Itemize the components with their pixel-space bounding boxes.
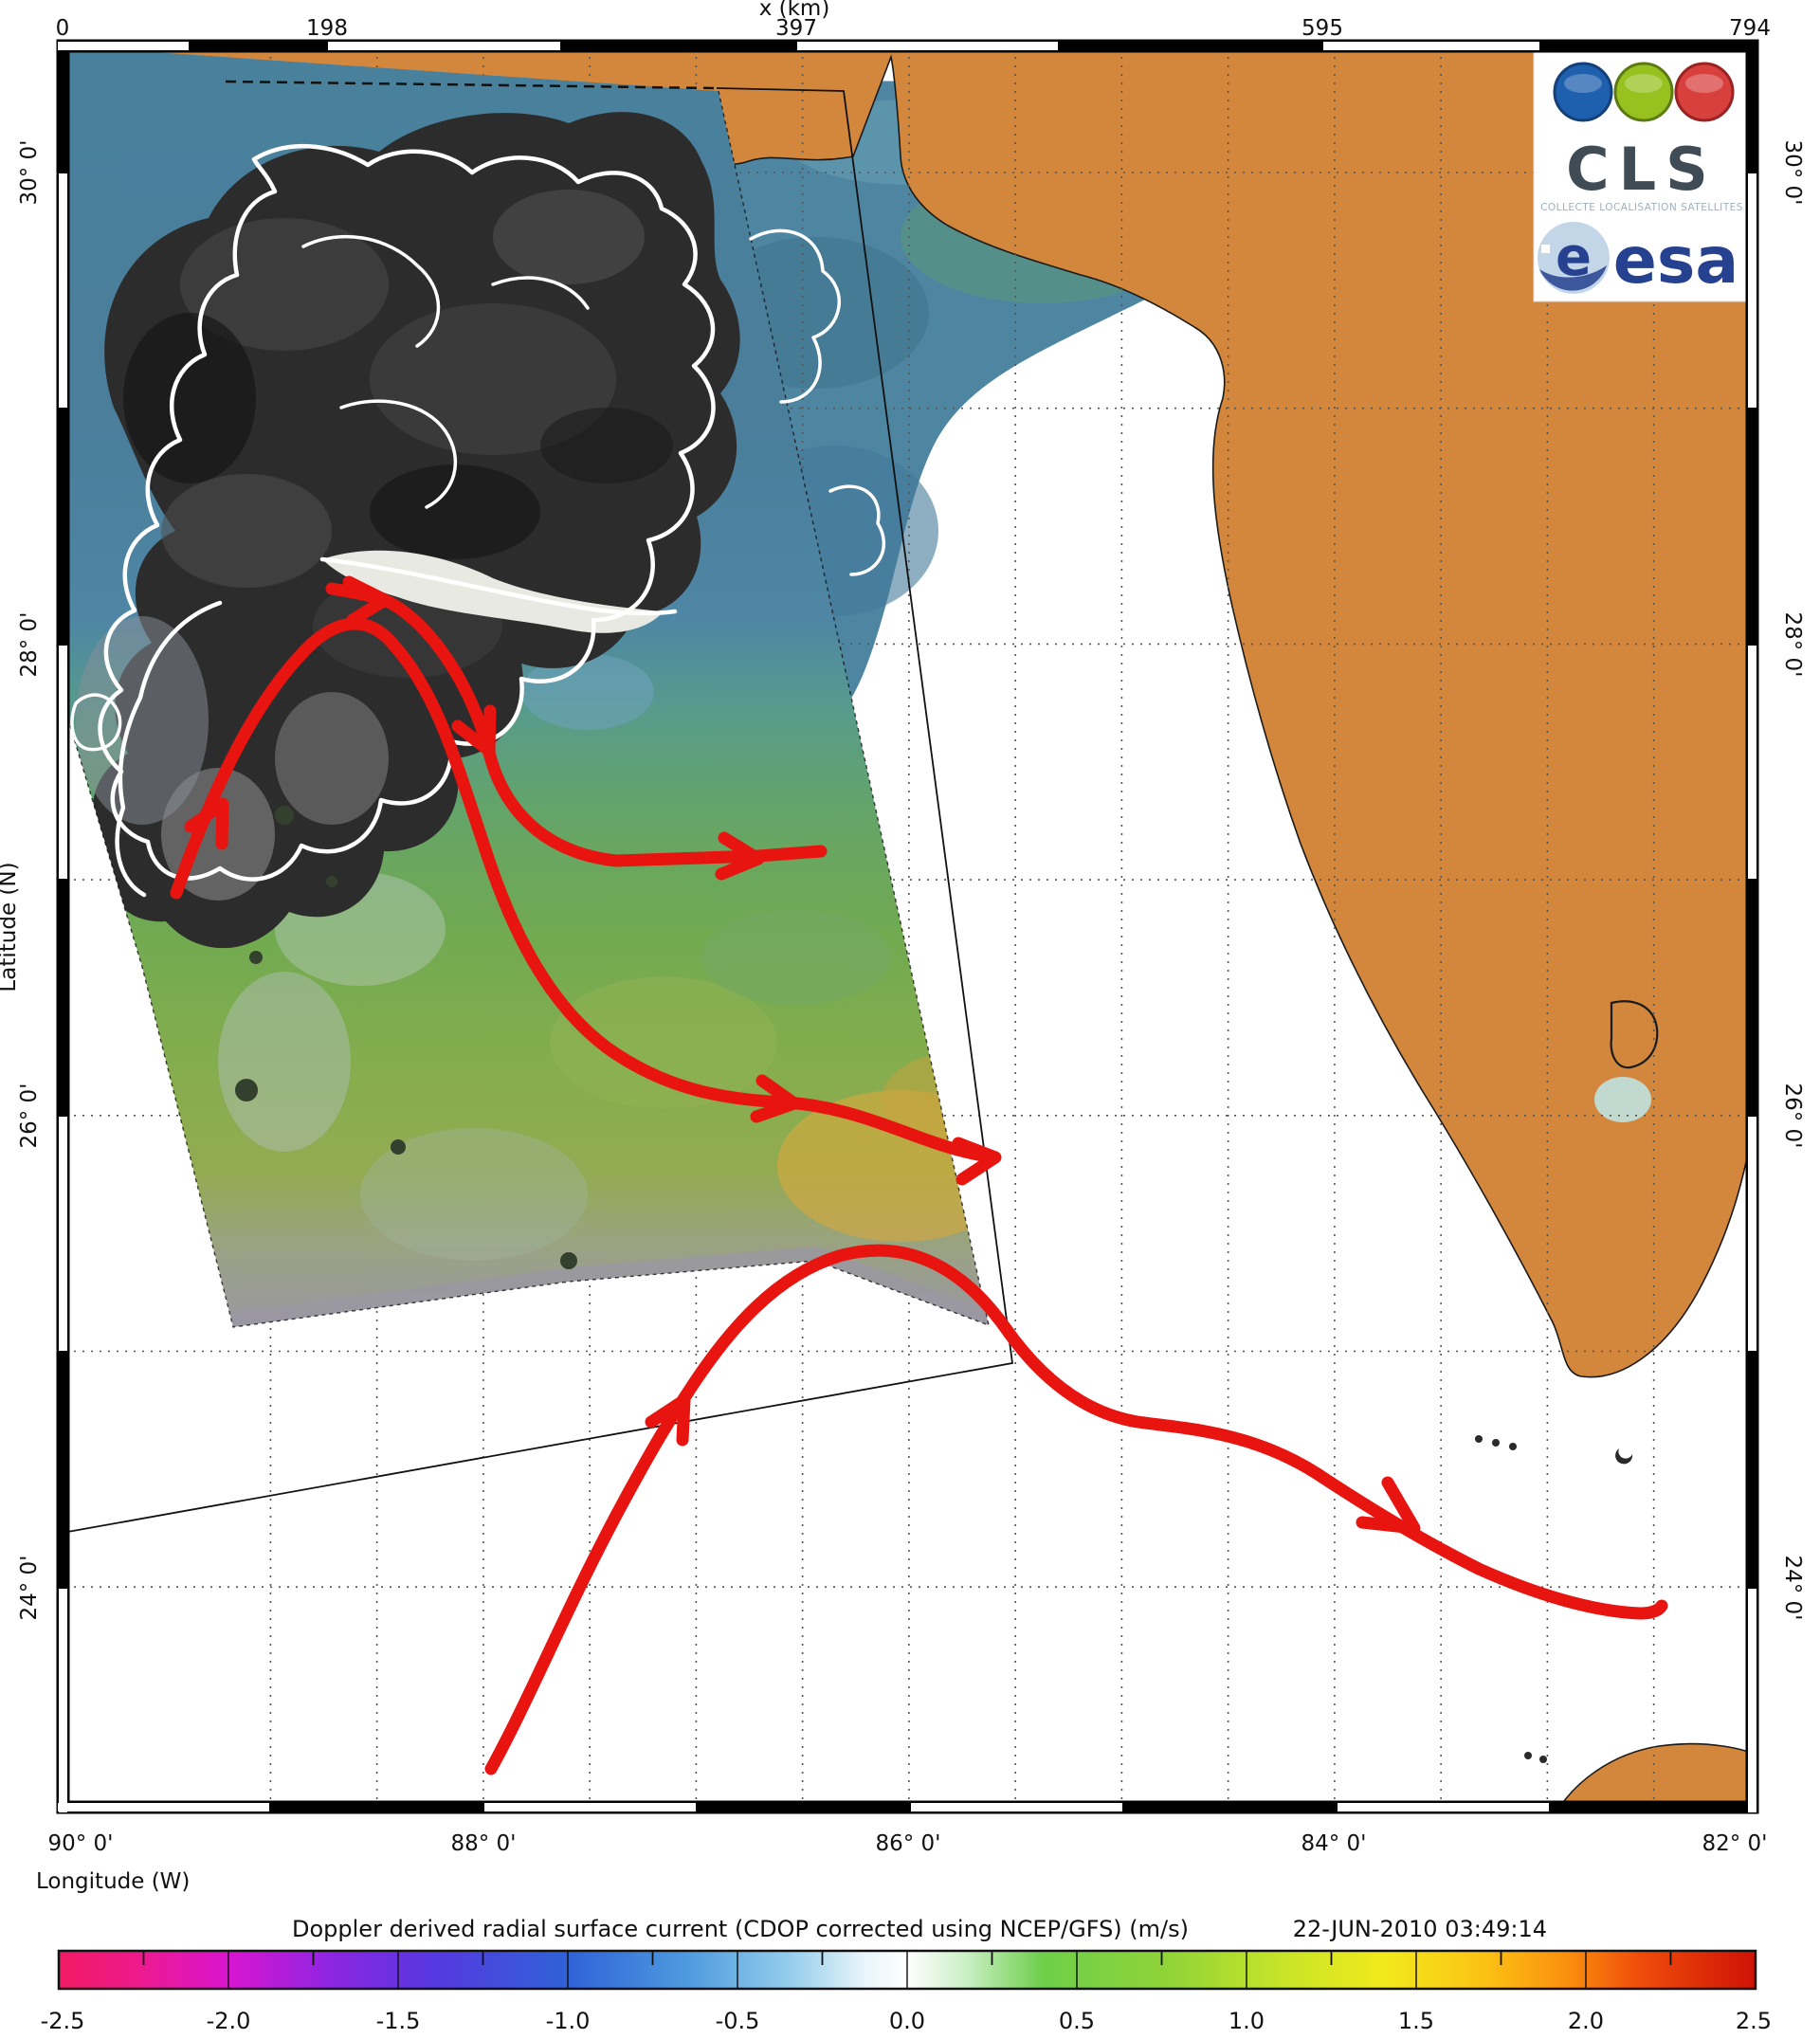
frame-tick-segment bbox=[1748, 646, 1756, 879]
eddy-current-arrow bbox=[170, 617, 1000, 1164]
lat-26-left: 26° 0' bbox=[17, 1083, 42, 1148]
cls-green-dot bbox=[1613, 62, 1674, 122]
bahama-bank-water bbox=[1594, 1077, 1651, 1122]
cls-blue-dot bbox=[1553, 62, 1613, 122]
plot-frame bbox=[56, 39, 1759, 1814]
cb-label: -2.5 bbox=[41, 2008, 85, 2034]
frame-tick-segment bbox=[484, 1803, 696, 1811]
lat-30-right: 30° 0' bbox=[1780, 139, 1805, 205]
cb-label: -1.5 bbox=[376, 2008, 421, 2034]
x-tick-595: 595 bbox=[1301, 16, 1343, 41]
frame-bar bbox=[1745, 39, 1759, 1814]
x-tick-198: 198 bbox=[306, 16, 348, 41]
bahamas-land bbox=[1610, 1000, 1659, 1069]
frame-tick-segment bbox=[58, 42, 189, 50]
esa-crescent-icon bbox=[1539, 265, 1607, 291]
lat-30-left: 30° 0' bbox=[17, 139, 42, 205]
cls-red-dot bbox=[1674, 62, 1735, 122]
colorbar: -2.5 -2.0 -1.5 -1.0 -0.5 0.0 0.5 1.0 1.5… bbox=[41, 1949, 1773, 2034]
frame-tick-segment bbox=[59, 173, 67, 408]
frame-tick-segment bbox=[1748, 173, 1756, 408]
lat-28-right: 28° 0' bbox=[1780, 611, 1805, 677]
frame-bar bbox=[56, 39, 70, 1814]
frame-tick-segment bbox=[1748, 1589, 1756, 1812]
axis-labels: x (km) 0 198 397 595 794 Latitude (N) 30… bbox=[0, 0, 1805, 1894]
esa-e-glyph: e bbox=[1556, 227, 1592, 288]
cls-tagline: COLLECTE LOCALISATION SATELLITES bbox=[1540, 202, 1743, 213]
cb-label: -1.0 bbox=[546, 2008, 591, 2034]
graticule-gridlines bbox=[57, 40, 1758, 1813]
x-tick-794: 794 bbox=[1729, 16, 1771, 41]
loop-current-arrow bbox=[484, 1244, 1668, 1775]
cls-wordmark: CLS bbox=[1566, 135, 1718, 204]
frame-tick-segment bbox=[59, 1589, 67, 1812]
caption: Doppler derived radial surface current (… bbox=[292, 1916, 1547, 1942]
lon-82: 82° 0' bbox=[1702, 1831, 1767, 1856]
florida-keys-islets bbox=[1475, 1435, 1633, 1763]
lat-26-right: 26° 0' bbox=[1780, 1083, 1805, 1148]
figure-title: Doppler derived radial surface current (… bbox=[292, 1916, 1189, 1942]
cb-label: 1.5 bbox=[1398, 2008, 1434, 2034]
frame-tick-segment bbox=[1338, 1803, 1549, 1811]
cb-label: 1.0 bbox=[1228, 2008, 1265, 2034]
lon-90: 90° 0' bbox=[47, 1831, 113, 1856]
cb-label: 2.5 bbox=[1736, 2008, 1772, 2034]
cb-label: -2.0 bbox=[207, 2008, 251, 2034]
lon-86: 86° 0' bbox=[875, 1831, 940, 1856]
x-axis-title: x (km) bbox=[759, 0, 830, 21]
figure-timestamp: 22-JUN-2010 03:49:14 bbox=[1293, 1916, 1547, 1942]
logo-box: CLS COLLECTE LOCALISATION SATELLITES e e… bbox=[1533, 41, 1749, 302]
lat-24-left: 24° 0' bbox=[17, 1555, 42, 1620]
cb-label: 0.0 bbox=[889, 2008, 925, 2034]
esa-logo: e esa bbox=[1538, 222, 1738, 299]
lat-24-right: 24° 0' bbox=[1780, 1555, 1805, 1620]
frame-tick-segment bbox=[797, 42, 1058, 50]
lat-28-left: 28° 0' bbox=[17, 611, 42, 677]
cb-label: 0.5 bbox=[1059, 2008, 1095, 2034]
esa-wordmark: esa bbox=[1613, 224, 1738, 299]
frame-tick-segment bbox=[328, 42, 560, 50]
cb-label: -0.5 bbox=[716, 2008, 760, 2034]
current-arrows bbox=[170, 575, 1668, 1775]
lon-axis-title: Longitude (W) bbox=[36, 1869, 190, 1894]
y-axis-title: Latitude (N) bbox=[0, 862, 21, 992]
frame-tick-segment bbox=[58, 1803, 269, 1811]
x-tick-0: 0 bbox=[56, 16, 70, 41]
frame-tick-segment bbox=[1323, 42, 1539, 50]
frame-tick-segment bbox=[59, 1117, 67, 1351]
x-tick-397: 397 bbox=[775, 16, 817, 41]
frame-tick-segment bbox=[59, 646, 67, 879]
cls-logo: CLS COLLECTE LOCALISATION SATELLITES bbox=[1540, 62, 1743, 213]
frame-tick-segment bbox=[911, 1803, 1122, 1811]
oil-slick-outline bbox=[70, 143, 886, 898]
cb-label: 2.0 bbox=[1568, 2008, 1604, 2034]
frame-tick-segment bbox=[1748, 1117, 1756, 1351]
colorbar-labels: -2.5 -2.0 -1.5 -1.0 -0.5 0.0 0.5 1.0 1.5… bbox=[41, 2008, 1773, 2034]
swath-footprint-box bbox=[57, 80, 1014, 1535]
colorbar-ticks bbox=[142, 1952, 1672, 1988]
lon-84: 84° 0' bbox=[1301, 1831, 1366, 1856]
lon-88: 88° 0' bbox=[450, 1831, 516, 1856]
